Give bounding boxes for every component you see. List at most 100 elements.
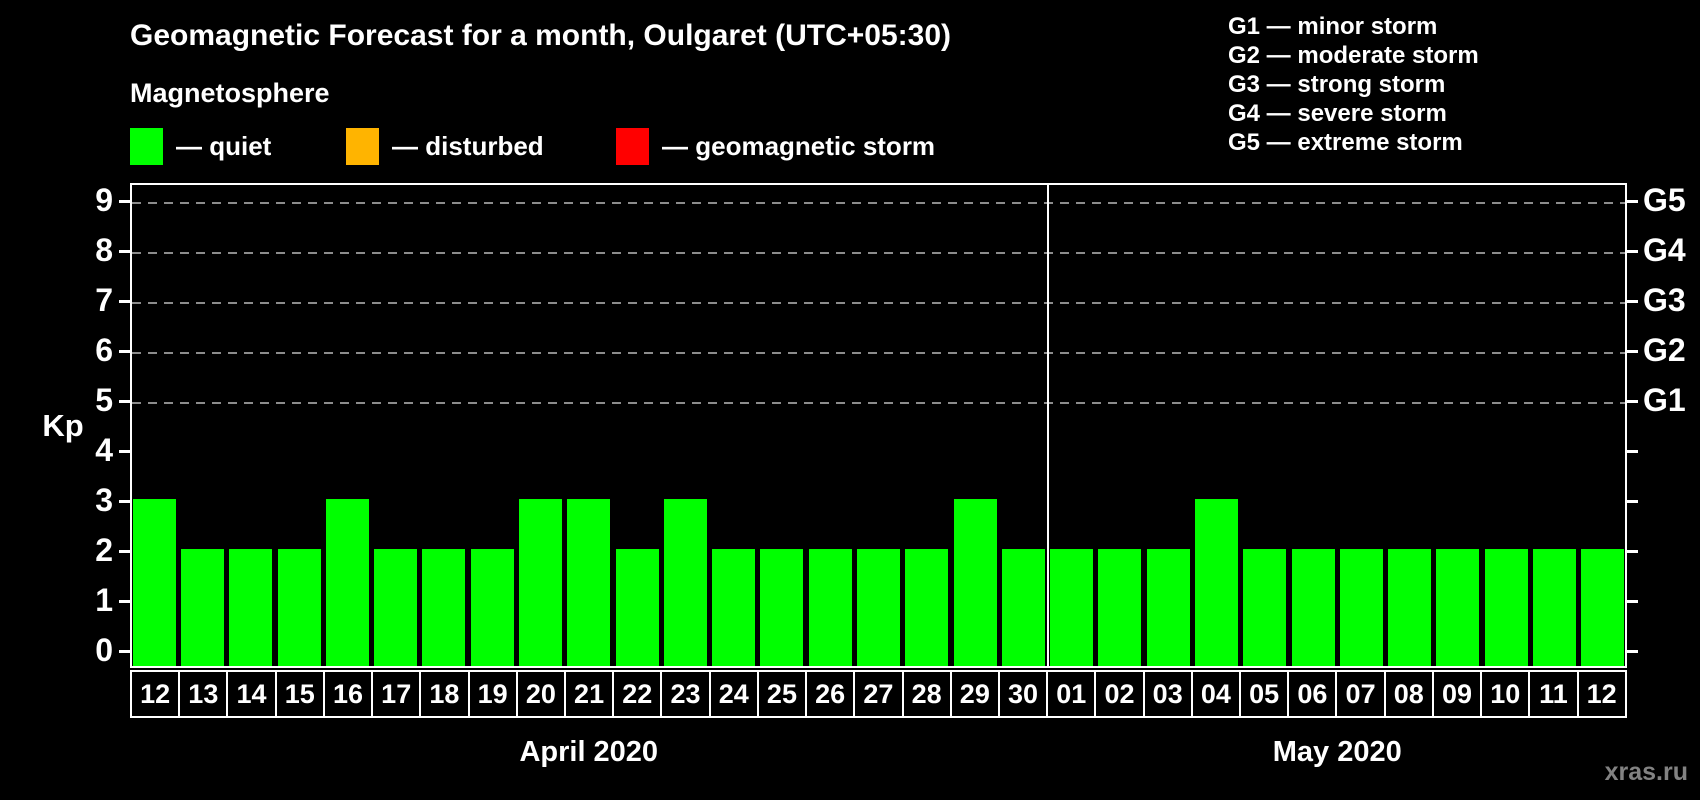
y-axis-tick-mark-left — [119, 199, 130, 203]
storm-color-swatch — [616, 128, 649, 165]
y-axis-tick-mark-right — [1627, 349, 1638, 353]
g-scale-legend: G1 — minor storm G2 — moderate storm G3 … — [1228, 12, 1479, 157]
g-scale-label: G1 — [1643, 381, 1686, 418]
kp-bar — [1339, 548, 1383, 666]
date-cell: 24 — [710, 672, 757, 716]
legend-item-disturbed: — disturbed — [346, 128, 544, 165]
kp-bar — [132, 498, 176, 666]
date-cell: 11 — [1530, 672, 1577, 716]
kp-bar — [615, 548, 659, 666]
kp-bar — [229, 548, 273, 666]
y-axis-tick-mark-right — [1627, 599, 1638, 603]
g-scale-label: G5 — [1643, 181, 1686, 218]
y-axis-tick-label: 0 — [95, 631, 113, 668]
y-axis-tick-label: 6 — [95, 331, 113, 368]
legend-item-storm: — geomagnetic storm — [616, 128, 935, 165]
kp-bar — [518, 498, 562, 666]
kp-bar — [1243, 548, 1287, 666]
y-axis-tick-mark-left — [119, 549, 130, 553]
date-cell: 20 — [517, 672, 564, 716]
date-cell: 22 — [614, 672, 661, 716]
y-axis-tick-mark-left — [119, 649, 130, 653]
date-cell: 17 — [373, 672, 420, 716]
chart-title: Geomagnetic Forecast for a month, Oulgar… — [130, 19, 952, 52]
g-legend-line-g2: G2 — moderate storm — [1228, 42, 1479, 69]
date-cell: 03 — [1144, 672, 1191, 716]
y-axis-tick-label: 9 — [95, 181, 113, 218]
kp-bar — [712, 548, 756, 666]
g-scale-label: G2 — [1643, 331, 1686, 368]
date-cell: 27 — [855, 672, 902, 716]
y-axis-tick-mark-left — [119, 349, 130, 353]
date-cell: 19 — [469, 672, 516, 716]
legend-label-storm: — geomagnetic storm — [662, 131, 936, 161]
date-cell: 23 — [662, 672, 709, 716]
kp-bar — [953, 498, 997, 666]
kp-bar — [1050, 548, 1094, 666]
g-legend-line-g5: G5 — extreme storm — [1228, 129, 1463, 156]
g-level-gridline — [132, 401, 1625, 404]
kp-bar — [470, 548, 514, 666]
date-cell: 12 — [132, 672, 179, 716]
date-cell: 06 — [1289, 672, 1336, 716]
date-cell: 28 — [903, 672, 950, 716]
kp-bar — [1388, 548, 1432, 666]
y-axis-tick-mark-right — [1627, 549, 1638, 553]
date-cell: 21 — [565, 672, 613, 716]
y-axis-tick-mark-left — [119, 249, 130, 253]
date-cell: 01 — [1048, 672, 1095, 716]
date-cell: 09 — [1433, 672, 1481, 716]
date-cell: 02 — [1096, 672, 1143, 716]
date-cell: 25 — [758, 672, 806, 716]
date-cell: 04 — [1192, 672, 1240, 716]
y-axis-tick-mark-left — [119, 499, 130, 503]
date-cell: 07 — [1337, 672, 1384, 716]
g-level-gridline — [132, 351, 1625, 354]
y-axis-tick-label: 5 — [95, 381, 113, 418]
legend-label-disturbed: — disturbed — [392, 131, 544, 161]
date-cell: 16 — [324, 672, 372, 716]
y-axis-tick-mark-right — [1627, 249, 1638, 253]
g-scale-label: G4 — [1643, 231, 1686, 268]
kp-bar — [567, 498, 611, 666]
date-cell: 26 — [807, 672, 854, 716]
y-axis-tick-mark-right — [1627, 399, 1638, 403]
kp-bar — [857, 548, 900, 666]
g-scale-label: G3 — [1643, 281, 1686, 318]
watermark: xras.ru — [1604, 758, 1688, 786]
plot-area — [130, 183, 1627, 668]
kp-bar — [1581, 548, 1625, 666]
kp-bar — [1001, 548, 1045, 666]
y-axis-tick-mark-left — [119, 449, 130, 453]
kp-bar — [1533, 548, 1577, 666]
kp-bar — [663, 498, 707, 666]
y-axis-tick-mark-left — [119, 399, 130, 403]
disturbed-color-swatch — [346, 128, 379, 165]
g-legend-line-g4: G4 — severe storm — [1228, 100, 1447, 127]
kp-bar — [325, 498, 369, 666]
date-cell: 30 — [999, 672, 1047, 716]
kp-bar — [1436, 548, 1480, 666]
kp-bar — [905, 548, 949, 666]
date-cell: 10 — [1482, 672, 1529, 716]
g-legend-line-g1: G1 — minor storm — [1228, 13, 1438, 40]
y-axis-tick-mark-right — [1627, 449, 1638, 453]
g-level-gridline — [132, 251, 1625, 254]
date-cell: 14 — [228, 672, 275, 716]
kp-bar — [1484, 548, 1528, 666]
y-axis-tick-mark-left — [119, 599, 130, 603]
x-axis-date-row: 12 13 14 15 16 17 18 19 20 21 22 23 24 25 26 27 28 29 30 01… — [130, 670, 1627, 718]
kp-bar — [1098, 548, 1142, 666]
kp-bar — [374, 548, 418, 666]
kp-bar — [760, 548, 804, 666]
y-axis-tick-mark-right — [1627, 499, 1638, 503]
kp-bar — [1291, 548, 1335, 666]
legend-item-quiet: — quiet — [130, 128, 271, 165]
kp-bar — [1195, 498, 1239, 666]
y-axis-tick-label: 8 — [95, 231, 113, 268]
date-cell: 15 — [276, 672, 323, 716]
month-divider-line — [1046, 185, 1049, 666]
date-cell: 05 — [1241, 672, 1288, 716]
y-axis-tick-mark-right — [1627, 649, 1638, 653]
y-axis-tick-label: 2 — [95, 531, 113, 568]
